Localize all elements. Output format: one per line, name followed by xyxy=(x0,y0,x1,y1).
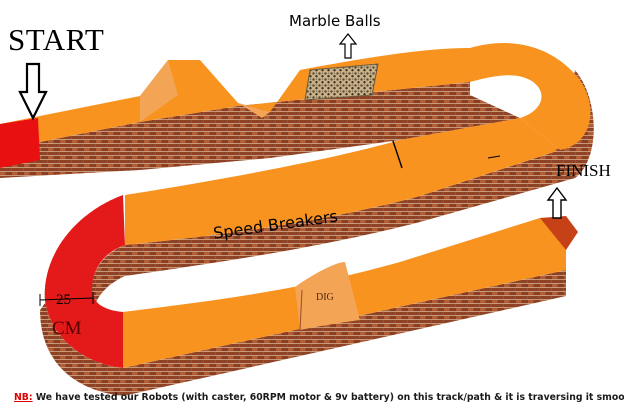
middle-section-top xyxy=(125,118,560,245)
up-arrow-icon xyxy=(546,186,568,219)
footnote-text: We have tested our Robots (with caster, … xyxy=(32,392,624,403)
finish-label: FINISH xyxy=(556,161,611,180)
right-curve-top xyxy=(470,43,591,150)
footnote-prefix: NB: xyxy=(14,392,33,403)
start-block xyxy=(0,118,40,168)
speed-ramp xyxy=(140,60,178,122)
marble-patch xyxy=(304,63,379,101)
footnote: NB: We have tested our Robots (with cast… xyxy=(14,392,624,403)
upper-section-wall xyxy=(0,82,520,178)
dig-ramp xyxy=(295,262,360,330)
middle-section-wall xyxy=(125,150,575,276)
start-label: START xyxy=(8,22,105,57)
inner-curve-wall xyxy=(91,245,125,322)
width-unit: CM xyxy=(52,318,82,339)
up-arrow-icon xyxy=(338,33,358,59)
marble-balls-label: Marble Balls xyxy=(289,12,381,30)
lower-straight-wall xyxy=(123,270,566,396)
finish-end xyxy=(540,216,578,250)
left-curve-top xyxy=(44,195,125,368)
dig-label: DIG xyxy=(316,292,334,303)
down-arrow-icon xyxy=(18,62,48,121)
width-value: 25 xyxy=(56,292,71,308)
